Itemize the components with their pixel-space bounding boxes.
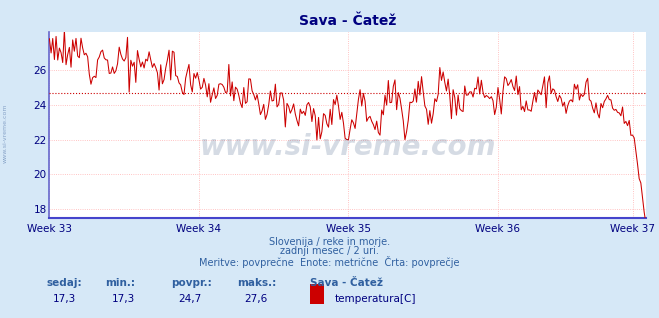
Text: 17,3: 17,3 bbox=[112, 294, 135, 304]
Text: www.si-vreme.com: www.si-vreme.com bbox=[3, 104, 8, 163]
Text: 27,6: 27,6 bbox=[244, 294, 267, 304]
Text: 17,3: 17,3 bbox=[53, 294, 76, 304]
Text: Week 33: Week 33 bbox=[27, 224, 72, 234]
Text: sedaj:: sedaj: bbox=[46, 278, 82, 288]
Text: Week 35: Week 35 bbox=[326, 224, 371, 234]
Text: povpr.:: povpr.: bbox=[171, 278, 212, 288]
Text: 24,7: 24,7 bbox=[178, 294, 201, 304]
Text: Week 34: Week 34 bbox=[177, 224, 221, 234]
Text: Sava - Čatež: Sava - Čatež bbox=[310, 278, 383, 288]
Text: Slovenija / reke in morje.: Slovenija / reke in morje. bbox=[269, 237, 390, 247]
Text: temperatura[C]: temperatura[C] bbox=[335, 294, 416, 304]
Text: www.si-vreme.com: www.si-vreme.com bbox=[200, 133, 496, 161]
Text: zadnji mesec / 2 uri.: zadnji mesec / 2 uri. bbox=[280, 246, 379, 256]
Title: Sava - Čatež: Sava - Čatež bbox=[299, 14, 396, 28]
Text: Week 37: Week 37 bbox=[610, 224, 655, 234]
Text: maks.:: maks.: bbox=[237, 278, 277, 288]
Text: min.:: min.: bbox=[105, 278, 136, 288]
Text: Meritve: povprečne  Enote: metrične  Črta: povprečje: Meritve: povprečne Enote: metrične Črta:… bbox=[199, 256, 460, 268]
Text: Week 36: Week 36 bbox=[475, 224, 521, 234]
